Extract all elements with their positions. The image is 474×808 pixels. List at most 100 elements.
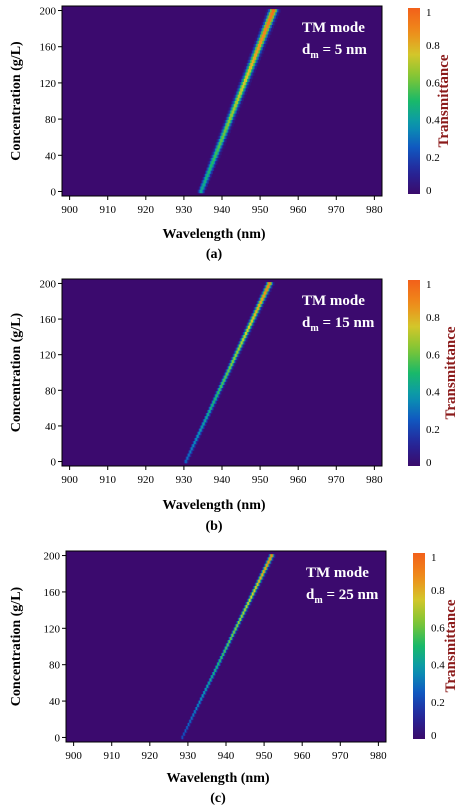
heatmap-cell [270, 282, 273, 286]
heatmap-cell [226, 120, 229, 124]
heatmap-cell [203, 173, 206, 178]
heatmap-cell [255, 53, 258, 58]
heatmap-cell [202, 422, 204, 426]
heatmap-cell [206, 183, 208, 187]
heatmap-cell [223, 132, 226, 137]
y-tick-label: 120 [40, 350, 57, 362]
heatmap-cell [203, 416, 206, 420]
heatmap-cell [183, 459, 185, 464]
heatmap-cell [250, 316, 252, 320]
heatmap-cell [248, 595, 250, 600]
heatmap-cell [224, 120, 227, 124]
heatmap-cell [198, 703, 200, 708]
heatmap-cell [247, 82, 250, 86]
colorbar-tick-label: 0.6 [426, 77, 440, 89]
heatmap-cell [227, 643, 229, 647]
heatmap-cell [213, 164, 216, 168]
heatmap-cell [239, 85, 242, 89]
panel-label: (a) [206, 247, 223, 262]
heatmap-cell [233, 97, 236, 102]
heatmap-cell [188, 456, 190, 461]
heatmap-cell [257, 37, 260, 42]
heatmap-cell [254, 307, 256, 311]
x-tick-label: 970 [328, 474, 345, 486]
heatmap-cell [260, 291, 263, 295]
heatmap-cell [196, 441, 198, 445]
heatmap-cell [242, 94, 244, 99]
heatmap-cell [245, 601, 247, 606]
colorbar-tick-label: 0.2 [426, 424, 440, 436]
heatmap-cell [269, 285, 271, 289]
heatmap-cell [229, 123, 231, 127]
heatmap-cell [213, 154, 216, 159]
heatmap-cell [197, 431, 199, 436]
heatmap-cell [230, 636, 232, 641]
heatmap-cell [201, 694, 203, 698]
heatmap-cell [245, 338, 247, 342]
heatmap-cell [223, 649, 225, 654]
heatmap-cell [239, 341, 242, 345]
heatmap-cell [213, 161, 216, 165]
heatmap-cell [248, 331, 250, 336]
heatmap-cell [225, 646, 227, 651]
heatmap-cell [216, 142, 218, 146]
heatmap-cell [228, 636, 230, 641]
heatmap-cell [268, 12, 271, 16]
heatmap-cell [259, 47, 262, 51]
heatmap-cell [221, 388, 223, 392]
heatmap-cell [275, 12, 278, 16]
heatmap-cell [231, 636, 233, 641]
heatmap-cell [267, 12, 270, 16]
heatmap-cell [222, 129, 225, 134]
heatmap-cell [218, 148, 221, 153]
colorbar-tick-label: 1 [431, 552, 437, 564]
colorbar-tick-label: 1 [426, 7, 432, 19]
heatmap-cell [259, 579, 262, 584]
heatmap-cell [263, 21, 266, 26]
heatmap-cell [258, 573, 260, 577]
heatmap-cell [203, 691, 205, 695]
heatmap-cell [200, 428, 202, 433]
heatmap-cell [216, 139, 218, 143]
y-tick-label: 40 [49, 696, 61, 708]
heatmap-cell [247, 319, 250, 324]
heatmap-cell [244, 608, 247, 612]
heatmap-cell [222, 384, 225, 389]
heatmap-cell [229, 366, 232, 370]
heatmap-cell [227, 123, 230, 127]
y-tick-label: 200 [40, 6, 57, 18]
heatmap-cell [193, 437, 196, 442]
heatmap-cell [232, 113, 235, 118]
heatmap-cell [248, 325, 251, 330]
heatmap-cell [185, 456, 187, 461]
heatmap-cell [208, 416, 210, 420]
heatmap-cell [229, 372, 232, 377]
heatmap-cell [259, 310, 262, 314]
heatmap-cell [224, 646, 226, 651]
heatmap-cell [210, 409, 212, 414]
heatmap-cell [247, 601, 249, 606]
heatmap-cell [207, 684, 209, 689]
heatmap-cell [262, 47, 265, 51]
heatmap-cell [261, 34, 264, 39]
heatmap-cell [218, 388, 221, 392]
heatmap-cell [257, 44, 260, 48]
heatmap-cell [263, 570, 266, 574]
heatmap-cell [247, 608, 249, 612]
heatmap-cell [238, 88, 241, 92]
heatmap-cell [265, 282, 268, 286]
heatmap-cell [229, 643, 232, 647]
heatmap-cell [237, 110, 239, 115]
heatmap-cell [224, 135, 226, 140]
heatmap-cell [191, 447, 193, 451]
heatmap-cell [264, 18, 267, 23]
colorbar-label: Transmittance [443, 326, 459, 419]
heatmap-cell [226, 116, 228, 121]
heatmap-cell [234, 353, 237, 358]
heatmap-cell [218, 665, 220, 670]
heatmap-cell [252, 322, 255, 327]
heatmap-cell [187, 456, 189, 461]
heatmap-cell [193, 713, 195, 717]
heatmap-cell [208, 158, 211, 162]
heatmap-cell [181, 735, 183, 740]
